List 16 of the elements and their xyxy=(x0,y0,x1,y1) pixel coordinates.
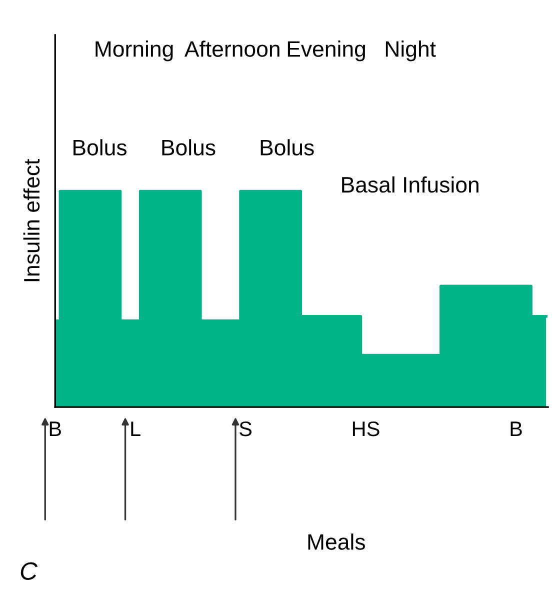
x-tick-label: S xyxy=(240,421,252,436)
text: Bolus xyxy=(162,139,216,156)
text: Bolus xyxy=(74,139,126,156)
text: Afternoon xyxy=(184,40,280,57)
x-tick-label: HS xyxy=(352,421,380,436)
x-tick-label: L xyxy=(131,422,140,436)
text: Night xyxy=(386,40,436,62)
x-tick-label: B xyxy=(510,422,522,436)
y-axis-title: Insulin effect xyxy=(23,158,40,282)
text: Bolus xyxy=(260,139,314,156)
text: Evening xyxy=(288,40,365,62)
x-axis-title: Meals xyxy=(308,534,365,550)
x-tick-label: B xyxy=(50,422,61,436)
annotation: Basal Infusion xyxy=(342,176,478,193)
text: C xyxy=(20,562,38,580)
text: Morning xyxy=(96,40,173,62)
